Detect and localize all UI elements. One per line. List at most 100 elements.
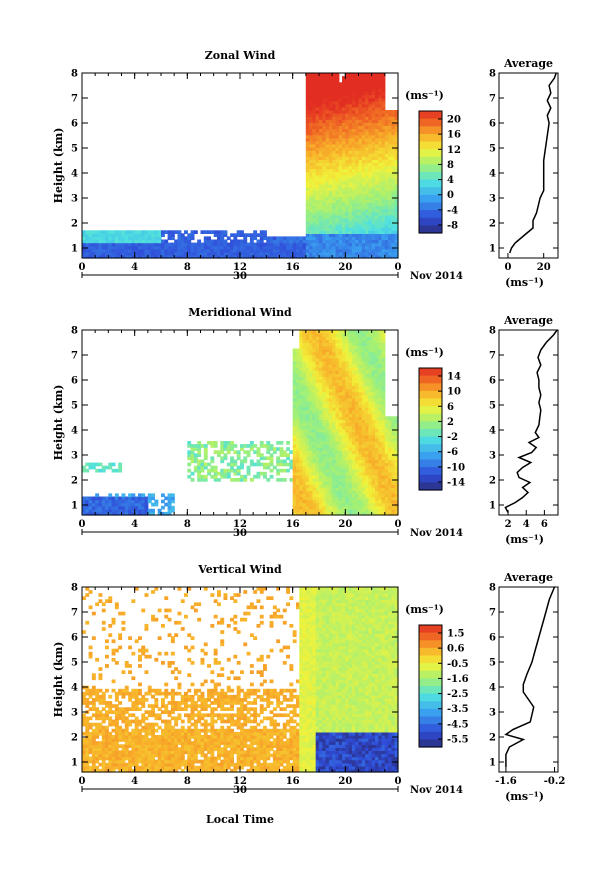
heatmap-cell: [296, 511, 300, 516]
heatmap-cell: [325, 230, 330, 234]
heatmap-cell: [378, 177, 383, 182]
heatmap-cell: [328, 360, 333, 365]
heatmap-cell: [394, 134, 399, 139]
heatmap-cell: [309, 342, 313, 346]
heatmap-cell: [345, 128, 350, 133]
heatmap-cell: [361, 493, 366, 498]
heatmap-cell: [381, 239, 386, 244]
heatmap-cell: [391, 444, 396, 448]
heatmap-cell: [187, 248, 192, 253]
heatmap-cell: [358, 184, 363, 188]
heatmap-cell: [348, 336, 353, 340]
heatmap-cell: [365, 88, 369, 93]
heatmap-cell: [371, 97, 376, 102]
heatmap-cell: [322, 254, 327, 259]
heatmap-cell: [342, 113, 346, 117]
heatmap-cell: [394, 471, 399, 476]
heatmap-cell: [371, 413, 376, 417]
heatmap-cell: [348, 465, 353, 470]
heatmap-cell: [361, 388, 366, 393]
heatmap-cell: [365, 462, 369, 467]
heatmap-cell: [394, 468, 399, 473]
heatmap-cell: [338, 150, 343, 154]
heatmap-cell: [361, 184, 366, 188]
heatmap-cell: [138, 502, 142, 507]
heatmap-cell: [223, 444, 228, 448]
heatmap-cell: [335, 134, 340, 139]
heatmap-cell: [322, 248, 327, 253]
heatmap-cell: [328, 333, 333, 337]
heatmap-cell: [82, 465, 86, 470]
heatmap-cell: [371, 342, 376, 346]
heatmap-cell: [266, 441, 271, 445]
heatmap-cell: [315, 156, 320, 160]
heatmap-cell: [197, 441, 202, 445]
heatmap-cell: [384, 196, 389, 200]
heatmap-cell: [342, 397, 346, 402]
heatmap-cell: [315, 484, 320, 488]
heatmap-cell: [342, 190, 346, 194]
heatmap-cell: [335, 88, 340, 93]
heatmap-cell: [335, 227, 340, 231]
heatmap-cell: [378, 373, 383, 377]
heatmap-cell: [375, 382, 379, 387]
colorbar-tick-label: 16: [447, 130, 461, 141]
heatmap-cell: [378, 416, 383, 420]
heatmap-cell: [345, 116, 350, 120]
heatmap-cell: [325, 214, 330, 219]
heatmap-cell: [312, 462, 317, 467]
heatmap-cell: [375, 351, 379, 356]
heatmap-cell: [371, 85, 376, 89]
heatmap-cell: [249, 441, 254, 445]
heatmap-cell: [338, 143, 343, 148]
heatmap-cell: [361, 416, 366, 420]
heatmap-cell: [348, 88, 353, 93]
heatmap-cell: [101, 707, 106, 711]
heatmap-cell: [332, 131, 337, 136]
heatmap-cell: [394, 254, 399, 259]
heatmap-cell: [365, 79, 369, 83]
heatmap-cell: [388, 471, 392, 476]
heatmap-cell: [217, 248, 221, 253]
heatmap-cell: [388, 441, 392, 445]
heatmap-cell: [335, 143, 340, 148]
heatmap-cell: [394, 168, 399, 173]
heatmap-cell: [282, 242, 287, 247]
heatmap-cell: [309, 180, 313, 185]
heatmap-cell: [328, 76, 333, 80]
heatmap-cell: [368, 147, 373, 151]
heatmap-cell: [309, 248, 313, 253]
heatmap-cell: [95, 753, 100, 758]
heatmap-cell: [167, 251, 172, 256]
heatmap-cell: [358, 150, 363, 154]
heatmap-cell: [111, 499, 116, 504]
heatmap-cell: [319, 233, 323, 237]
heatmap-cell: [342, 233, 346, 237]
heatmap-cell: [371, 376, 376, 380]
heatmap-cell: [266, 245, 271, 250]
heatmap-cell: [345, 140, 350, 145]
heatmap-cell: [85, 741, 90, 745]
heatmap-cell: [108, 242, 113, 247]
heatmap-cell: [292, 511, 297, 516]
heatmap-cell: [351, 400, 356, 405]
heatmap-cell: [391, 125, 396, 130]
heatmap-cell: [351, 193, 356, 197]
heatmap-cell: [348, 153, 353, 157]
heatmap-cell: [384, 171, 389, 176]
heatmap-cell: [388, 134, 392, 139]
heatmap-cell: [180, 233, 185, 237]
heatmap-cell: [325, 474, 330, 479]
heatmap-cell: [351, 150, 356, 154]
heatmap-cell: [292, 397, 297, 402]
heatmap-cell: [338, 147, 343, 151]
heatmap-cell: [342, 116, 346, 120]
heatmap-cell: [82, 701, 86, 705]
heatmap-cell: [319, 100, 323, 105]
heatmap-cell: [335, 407, 340, 411]
heatmap-cell: [381, 397, 386, 402]
heatmap-cell: [296, 505, 300, 510]
heatmap-cell: [355, 465, 360, 470]
heatmap-cell: [391, 110, 396, 114]
heatmap-cell: [233, 450, 238, 454]
